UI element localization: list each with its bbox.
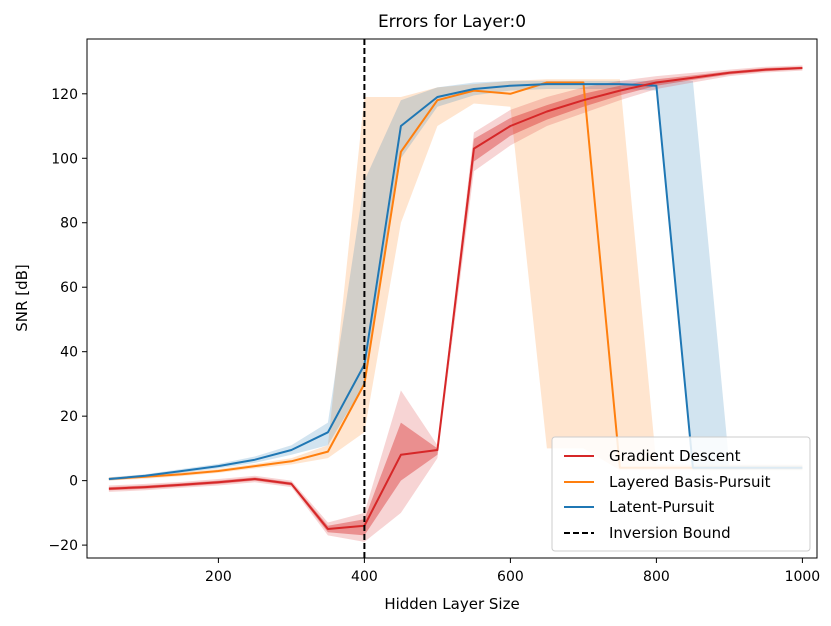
legend-box bbox=[551, 436, 811, 552]
y-tick-label-60: 60 bbox=[60, 280, 78, 296]
y-axis-label: SNR [dB] bbox=[13, 264, 31, 331]
ticks-layer: 200 400 600 800 1000 −20 0 20 40 60 80 100 120 bbox=[48, 87, 820, 585]
series-line-gradient-descent bbox=[108, 67, 803, 530]
y-tick-label-40: 40 bbox=[60, 345, 78, 361]
x-tick-label-400: 400 bbox=[351, 569, 378, 585]
x-tick-label-800: 800 bbox=[643, 569, 670, 585]
x-tick-label-1000: 1000 bbox=[785, 569, 821, 585]
y-tick-label--20: −20 bbox=[48, 538, 78, 554]
band-outer-layered-basis-pursuit bbox=[108, 79, 803, 481]
y-tick-label-0: 0 bbox=[69, 474, 78, 490]
y-tick-label-80: 80 bbox=[60, 216, 78, 232]
x-axis-label: Hidden Layer Size bbox=[384, 595, 519, 613]
x-tick-label-200: 200 bbox=[205, 569, 232, 585]
plot-frame bbox=[86, 38, 818, 559]
chart-title: Errors for Layer:0 bbox=[378, 12, 526, 32]
series-line-latent-pursuit bbox=[108, 83, 803, 480]
legend-label-layered-basis-pursuit: Layered Basis-Pursuit bbox=[609, 473, 771, 491]
legend: Gradient Descent Layered Basis-Pursuit L… bbox=[551, 436, 811, 552]
x-tick-label-600: 600 bbox=[497, 569, 524, 585]
legend-label-latent-pursuit: Latent-Pursuit bbox=[609, 498, 714, 516]
legend-label-inversion-bound: Inversion Bound bbox=[609, 524, 731, 542]
y-tick-label-120: 120 bbox=[51, 87, 78, 103]
y-tick-label-100: 100 bbox=[51, 151, 78, 167]
y-tick-label-20: 20 bbox=[60, 409, 78, 425]
legend-label-gradient-descent: Gradient Descent bbox=[609, 447, 741, 465]
